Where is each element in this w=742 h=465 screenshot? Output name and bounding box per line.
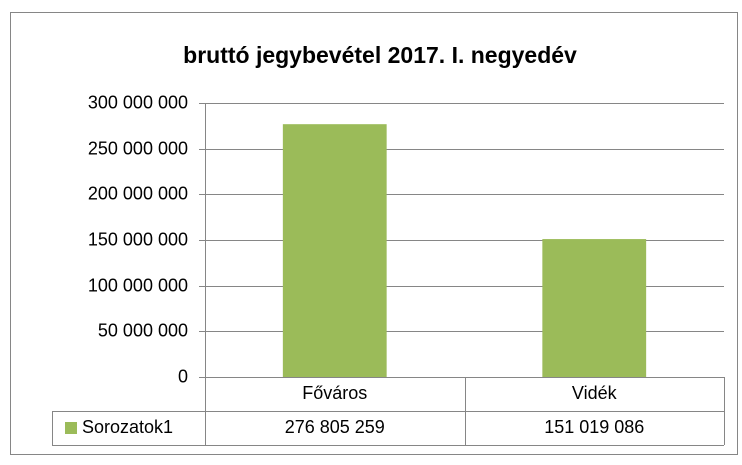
y-tick-label: 250 000 000: [88, 138, 188, 158]
y-tick-label: 100 000 000: [88, 275, 188, 295]
chart-title: bruttó jegybevétel 2017. I. negyedév: [183, 42, 577, 68]
bar: [542, 239, 647, 377]
y-tick-label: 150 000 000: [88, 229, 188, 249]
legend-label: Sorozatok1: [82, 417, 173, 437]
y-tick-label: 0: [178, 366, 188, 386]
bar: [282, 124, 387, 377]
x-tick-label: Főváros: [302, 383, 367, 403]
legend-key: [65, 422, 77, 434]
data-table-value: 151 019 086: [544, 417, 644, 437]
data-table-value: 276 805 259: [285, 417, 385, 437]
y-tick-label: 200 000 000: [88, 183, 188, 203]
y-tick-label: 50 000 000: [98, 320, 188, 340]
x-tick-label: Vidék: [572, 383, 618, 403]
y-tick-label: 300 000 000: [88, 92, 188, 112]
